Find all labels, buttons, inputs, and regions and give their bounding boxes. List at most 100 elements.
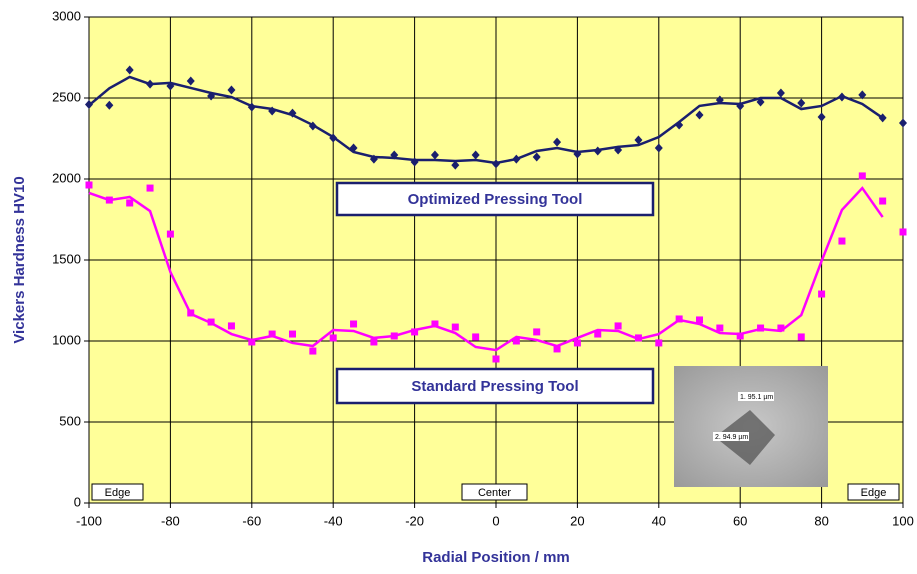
point [289, 330, 296, 338]
point [105, 196, 113, 204]
trend-line [88, 75, 884, 165]
point [655, 339, 663, 347]
point [472, 333, 480, 341]
annotation-box [335, 367, 655, 405]
x-tick-label: 40 [652, 513, 666, 528]
point [818, 290, 826, 298]
point [492, 355, 500, 363]
x-tick-label: -40 [324, 513, 343, 528]
x-axis-title: Radial Position / mm [422, 549, 570, 566]
point [207, 91, 216, 101]
point [166, 81, 175, 91]
point [817, 112, 826, 122]
point [838, 237, 846, 245]
point [390, 332, 398, 340]
point [675, 315, 683, 323]
x-tick-label: 20 [570, 513, 584, 528]
y-tick-label: 2000 [52, 170, 81, 185]
inset-label-bg [738, 392, 774, 401]
x-tick-label: 80 [814, 513, 828, 528]
point [858, 90, 867, 100]
point [512, 337, 520, 345]
y-tick-label: 3000 [52, 8, 81, 23]
point [696, 316, 703, 324]
point [614, 322, 622, 330]
point [878, 113, 887, 123]
point [105, 100, 114, 110]
point [715, 95, 724, 105]
point [451, 323, 459, 331]
point [675, 120, 684, 130]
point [553, 137, 562, 147]
y-tick-label: 0 [74, 494, 81, 509]
annotation: Standard Pressing Tool [411, 378, 578, 395]
point [837, 92, 846, 102]
point [573, 149, 582, 159]
y-axis-title: Vickers Hardness HV10 [11, 176, 28, 343]
point [756, 97, 765, 107]
x-tick-label: -60 [242, 513, 261, 528]
point [899, 228, 907, 236]
point [594, 330, 602, 338]
y-tick-label: 2500 [52, 89, 81, 104]
point [533, 328, 541, 336]
point [858, 172, 866, 180]
point [553, 345, 561, 353]
x-tick-label: 100 [892, 513, 914, 528]
point [634, 334, 642, 342]
x-tick-label: -80 [161, 513, 180, 528]
point [369, 154, 378, 164]
annotation-box [335, 181, 655, 217]
point [207, 318, 215, 326]
point [186, 76, 195, 86]
point [329, 334, 337, 342]
point [573, 339, 581, 347]
point [268, 106, 277, 116]
point [451, 160, 460, 170]
x-tick-label: -100 [76, 513, 102, 528]
point [634, 135, 643, 145]
point [654, 143, 663, 153]
x-tick-label: -20 [405, 513, 424, 528]
point [390, 150, 399, 160]
point [736, 101, 745, 111]
label-box [461, 483, 528, 501]
point [370, 338, 378, 346]
point [430, 150, 439, 160]
point [411, 328, 419, 336]
plot-border [88, 16, 904, 504]
label: Center [478, 487, 511, 499]
point [614, 145, 623, 155]
point [308, 121, 317, 131]
point [512, 154, 521, 164]
point [187, 309, 195, 317]
point [695, 110, 704, 120]
point [797, 98, 806, 108]
inset-label-bg [713, 432, 749, 441]
point [329, 133, 338, 143]
point [288, 108, 297, 118]
point [471, 150, 480, 160]
point [350, 320, 358, 328]
point [146, 184, 154, 192]
x-tick-label: 0 [492, 513, 499, 528]
point [126, 199, 134, 207]
label: Edge [861, 487, 887, 499]
point [227, 85, 236, 95]
point [248, 338, 256, 346]
point [899, 118, 907, 128]
y-tick-label: 1500 [52, 251, 81, 266]
point [85, 99, 93, 109]
y-tick-label: 500 [59, 413, 81, 428]
y-tick-label: 1000 [52, 332, 81, 347]
label: Edge [105, 487, 131, 499]
point [85, 181, 93, 189]
point [776, 88, 785, 98]
point [166, 230, 174, 238]
point [777, 324, 785, 332]
label-box [91, 483, 144, 501]
point [349, 143, 358, 153]
point [247, 102, 256, 112]
point [716, 324, 724, 332]
